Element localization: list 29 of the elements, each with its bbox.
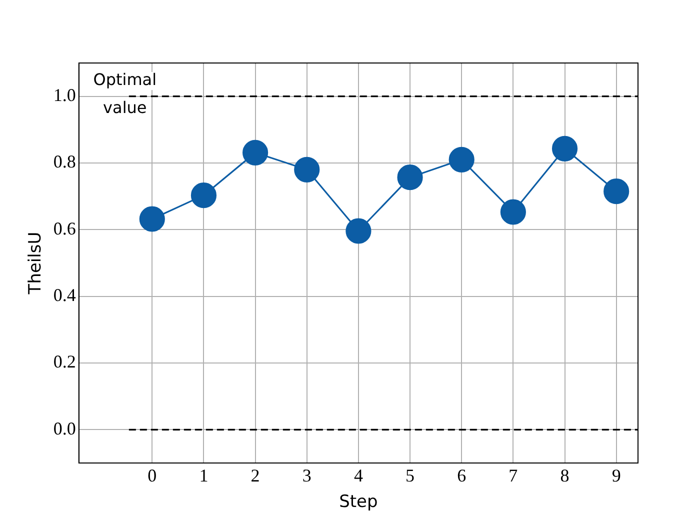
point [397,164,423,190]
point [604,178,630,204]
y-tick-label: 0.8 [53,152,76,172]
y-tick-label: 0.4 [53,285,76,306]
point [242,140,268,166]
point [448,146,474,172]
x-tick-label: 2 [250,466,260,486]
point [500,199,526,225]
point [294,156,320,182]
x-tick-label: 0 [148,466,157,486]
x-tick-label: 3 [302,466,312,486]
y-tick-label: 0.0 [53,418,76,438]
y-tick-label: 1.0 [53,85,76,106]
annotation: Optimal value [93,70,157,118]
x-tick-label: 5 [406,466,415,486]
y-tick-label: 0.6 [53,218,76,238]
x-tick-label: 9 [612,466,621,486]
y-tick-label: 0.2 [53,352,76,372]
y-axis-title: TheilsU [26,232,46,296]
x-tick-label: 1 [199,466,208,486]
x-tick-label: 6 [457,466,466,486]
x-tick-label: 8 [560,466,570,486]
x-tick-label: 4 [354,466,363,486]
point [190,182,217,208]
point [552,136,578,162]
point [139,206,165,232]
point [346,218,372,244]
x-tick-label: 7 [508,466,518,486]
x-axis-title: Step [339,492,378,512]
